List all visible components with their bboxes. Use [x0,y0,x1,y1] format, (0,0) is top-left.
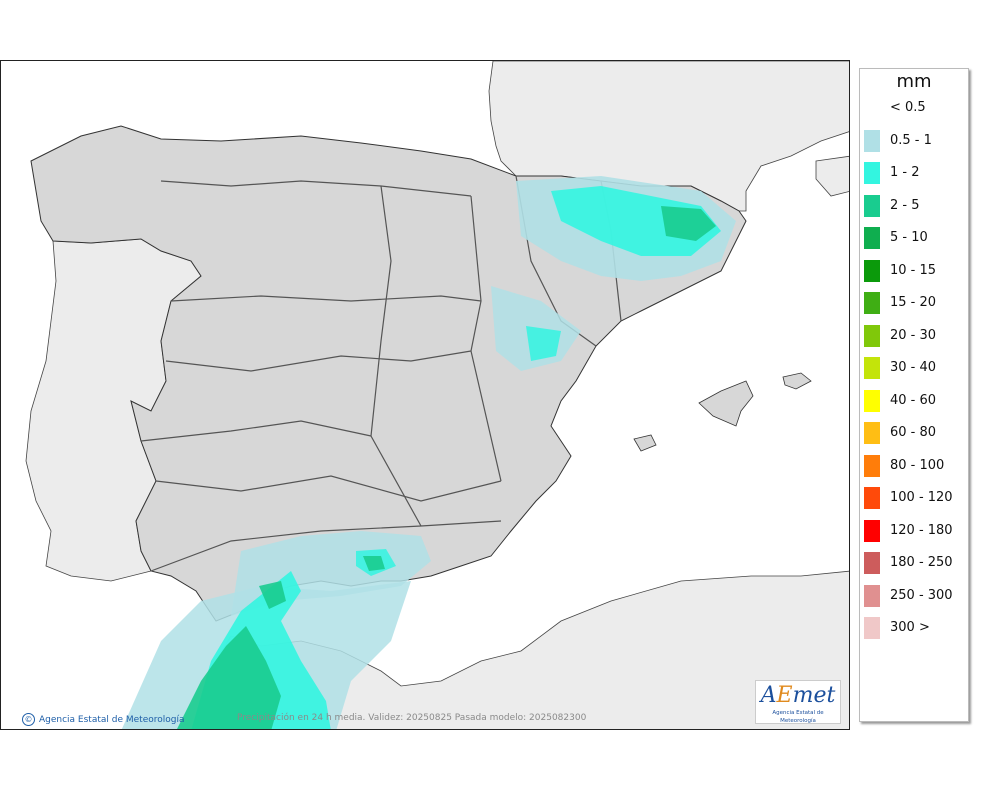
legend-label: 80 - 100 [890,457,945,473]
legend-entry: 15 - 20 [860,292,968,314]
legend-swatch [864,454,880,477]
legend-label: 180 - 250 [890,555,953,570]
credit-text: Agencia Estatal de Meteorología [39,714,185,725]
legend-label: 5 - 10 [890,230,928,245]
aemet-logo-mark: AEmet [760,683,836,708]
legend-swatch [864,552,880,574]
legend-label: 20 - 30 [890,327,937,343]
legend-swatch [864,259,880,282]
precipitation-legend: mm < 0.5 0.5 - 1 1 - 2 2 - 5 5 - 10 10 - 15 15… [859,68,969,722]
legend-label: 2 - 5 [890,197,920,213]
legend-entry: 100 - 120 [860,487,968,509]
legend-label: 1 - 2 [890,165,920,180]
legend-swatch [864,227,880,249]
aemet-logo: AEmet Agencia Estatal de Meteorología [755,680,841,724]
aemet-logo-subtitle: Agencia Estatal de Meteorología [772,710,824,724]
ibiza [633,434,657,452]
legend-entry: 10 - 15 [860,259,968,282]
legend-swatch [864,129,880,152]
precipitation-layer [121,176,736,729]
precipitation-map [0,60,850,730]
mallorca [698,380,754,427]
legend-entry: 2 - 5 [860,194,968,217]
legend-swatch [864,97,880,119]
legend-label: 250 - 300 [890,587,953,603]
legend-swatch [864,519,880,542]
legend-swatch [864,422,880,444]
legend-entry: 120 - 180 [860,519,968,542]
legend-swatch [864,487,880,509]
legend-label: 15 - 20 [890,295,937,310]
legend-swatch [864,292,880,314]
legend-entry: 1 - 2 [860,162,968,184]
legend-title: mm [896,71,932,92]
legend-swatch [864,324,880,347]
legend-entry: 20 - 30 [860,324,968,347]
legend-label: 30 - 40 [890,360,937,375]
menorca [782,372,812,390]
legend-entry: < 0.5 [860,97,968,119]
legend-entry: 60 - 80 [860,422,968,444]
legend-entry: 180 - 250 [860,552,968,574]
legend-label: < 0.5 [890,100,926,115]
legend-swatch [864,617,880,639]
legend-swatch [864,357,880,379]
legend-label: 40 - 60 [890,392,937,408]
corsica-sardinia [815,155,849,197]
legend-label: 60 - 80 [890,425,937,440]
legend-entry: 250 - 300 [860,584,968,607]
legend-entry: 40 - 60 [860,389,968,412]
legend-label: 0.5 - 1 [890,132,932,148]
legend-label: 120 - 180 [890,522,953,538]
map-canvas [1,61,849,729]
legend-entry: 300 > [860,617,968,639]
legend-entry: 30 - 40 [860,357,968,379]
legend-label: 10 - 15 [890,262,937,278]
legend-swatch [864,194,880,217]
legend-entry: 80 - 100 [860,454,968,477]
agency-credit: © Agencia Estatal de Meteorología [22,713,185,726]
legend-label: 100 - 120 [890,490,953,505]
legend-entry: 0.5 - 1 [860,129,968,152]
legend-swatch [864,389,880,412]
legend-swatch [864,162,880,184]
copyright-icon: © [22,713,35,726]
map-caption: Precipitación en 24 h media. Validez: 20… [237,713,587,723]
legend-label: 300 > [890,620,930,635]
legend-swatch [864,584,880,607]
legend-entry: 5 - 10 [860,227,968,249]
